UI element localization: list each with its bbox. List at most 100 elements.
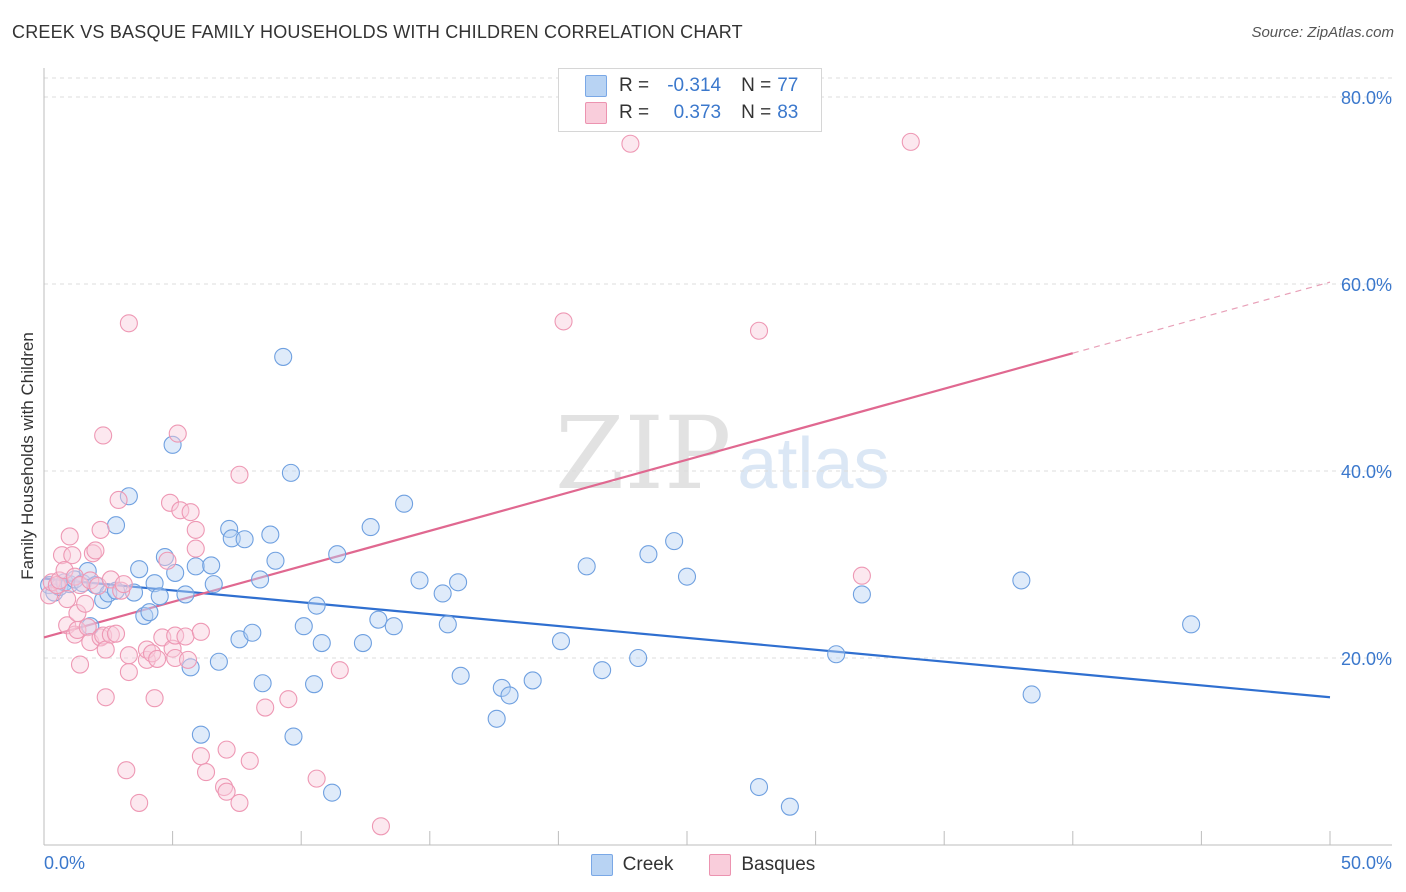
creek-swatch (585, 75, 607, 97)
creek-point (433, 584, 452, 603)
creek-point (181, 658, 200, 677)
creek-point (266, 551, 285, 570)
basques-point (214, 777, 234, 797)
basques-point (58, 590, 77, 609)
legend-item-basques[interactable]: Basques (709, 854, 815, 876)
creek-point (191, 725, 210, 744)
basques-point (749, 321, 769, 340)
creek-point (749, 777, 769, 797)
watermark: ZIPatlas (555, 395, 889, 512)
source-label: Source: ZipAtlas.com (1251, 24, 1394, 41)
creek-point (294, 617, 313, 636)
creek-point (328, 545, 347, 564)
x-tick-label: 0.0% (44, 853, 85, 873)
basques-point (901, 132, 920, 151)
basques-point (47, 576, 66, 595)
creek-point (235, 530, 254, 549)
creek-point (353, 633, 372, 653)
creek-point (323, 783, 342, 802)
basques-point (145, 689, 164, 708)
r-label: R = (619, 102, 650, 123)
creek-point (577, 557, 596, 576)
creek-trend-line (43, 577, 1331, 699)
creek-point (665, 532, 684, 551)
basques-point (279, 690, 298, 709)
basques-point (160, 493, 180, 512)
basques-point (196, 763, 216, 782)
creek-point (492, 678, 511, 697)
y-tick-label: 40.0% (1341, 462, 1392, 482)
legend-item-creek[interactable]: Creek (590, 854, 673, 876)
legend-label: Basques (741, 854, 816, 875)
creek-point (1022, 685, 1041, 704)
basques-point (78, 618, 97, 637)
basques-point (63, 546, 82, 565)
basques-point (96, 688, 115, 707)
creek-point (281, 463, 300, 482)
basques-point (142, 644, 162, 663)
y-tick-label: 20.0% (1341, 649, 1392, 669)
creek-point (677, 567, 697, 586)
creek-point (523, 671, 542, 690)
creek-point (261, 525, 280, 544)
creek-point (780, 797, 799, 816)
basques-point (217, 782, 236, 801)
data-points (40, 132, 1201, 836)
basques-point (307, 769, 326, 788)
basques-point (70, 576, 90, 595)
trend-lines (43, 281, 1331, 699)
creek-point (629, 648, 648, 668)
creek-point (1012, 571, 1031, 590)
creek-point (500, 686, 519, 705)
axes (43, 68, 1392, 846)
basques-point (130, 793, 149, 812)
creek-point (250, 570, 270, 589)
basques-point (119, 662, 138, 682)
basques-point (65, 567, 84, 586)
creek-point (827, 645, 846, 664)
creek-point (106, 516, 126, 535)
creek-point (130, 560, 149, 579)
basques-point (101, 625, 120, 644)
legend-row-creek: R = -0.314 N = 77 (585, 73, 798, 99)
basques-point (119, 314, 138, 333)
r-value: 0.373 (673, 102, 722, 123)
basques-point (158, 551, 177, 570)
creek-point (639, 545, 658, 564)
basques-point (217, 740, 236, 759)
r-value: -0.314 (667, 75, 722, 96)
creek-point (209, 652, 228, 671)
basques-point (371, 817, 390, 836)
basques-point (91, 520, 110, 539)
creek-point (307, 596, 326, 615)
basques-point (119, 646, 138, 665)
y-tick-label: 80.0% (1341, 88, 1392, 108)
basques-point (86, 541, 105, 560)
creek-point (176, 585, 195, 604)
creek-point (410, 571, 429, 590)
basques-point (178, 650, 198, 669)
creek-point (202, 556, 221, 575)
basques-point (186, 520, 205, 539)
series-legend: Creek Basques (0, 852, 1406, 878)
basques-point (191, 747, 210, 766)
basques-point (181, 503, 200, 522)
y-tick-label: 60.0% (1341, 275, 1392, 295)
basques-point (191, 622, 210, 641)
creek-point (284, 727, 303, 746)
creek-point (106, 581, 126, 600)
creek-point (395, 494, 414, 513)
creek-point (449, 573, 468, 592)
creek-point (140, 603, 159, 622)
basques-point (230, 793, 249, 812)
creek-point (451, 666, 470, 685)
creek-point (119, 487, 138, 506)
creek-point (369, 610, 388, 629)
creek-point (204, 575, 223, 594)
axis-labels: 20.0% 40.0% 60.0% 80.0% 0.0% 50.0% Family Hous… (18, 88, 1392, 873)
basques-point (240, 751, 259, 770)
basques-point (117, 761, 136, 780)
basques-point (91, 628, 110, 647)
creek-point (305, 675, 324, 694)
